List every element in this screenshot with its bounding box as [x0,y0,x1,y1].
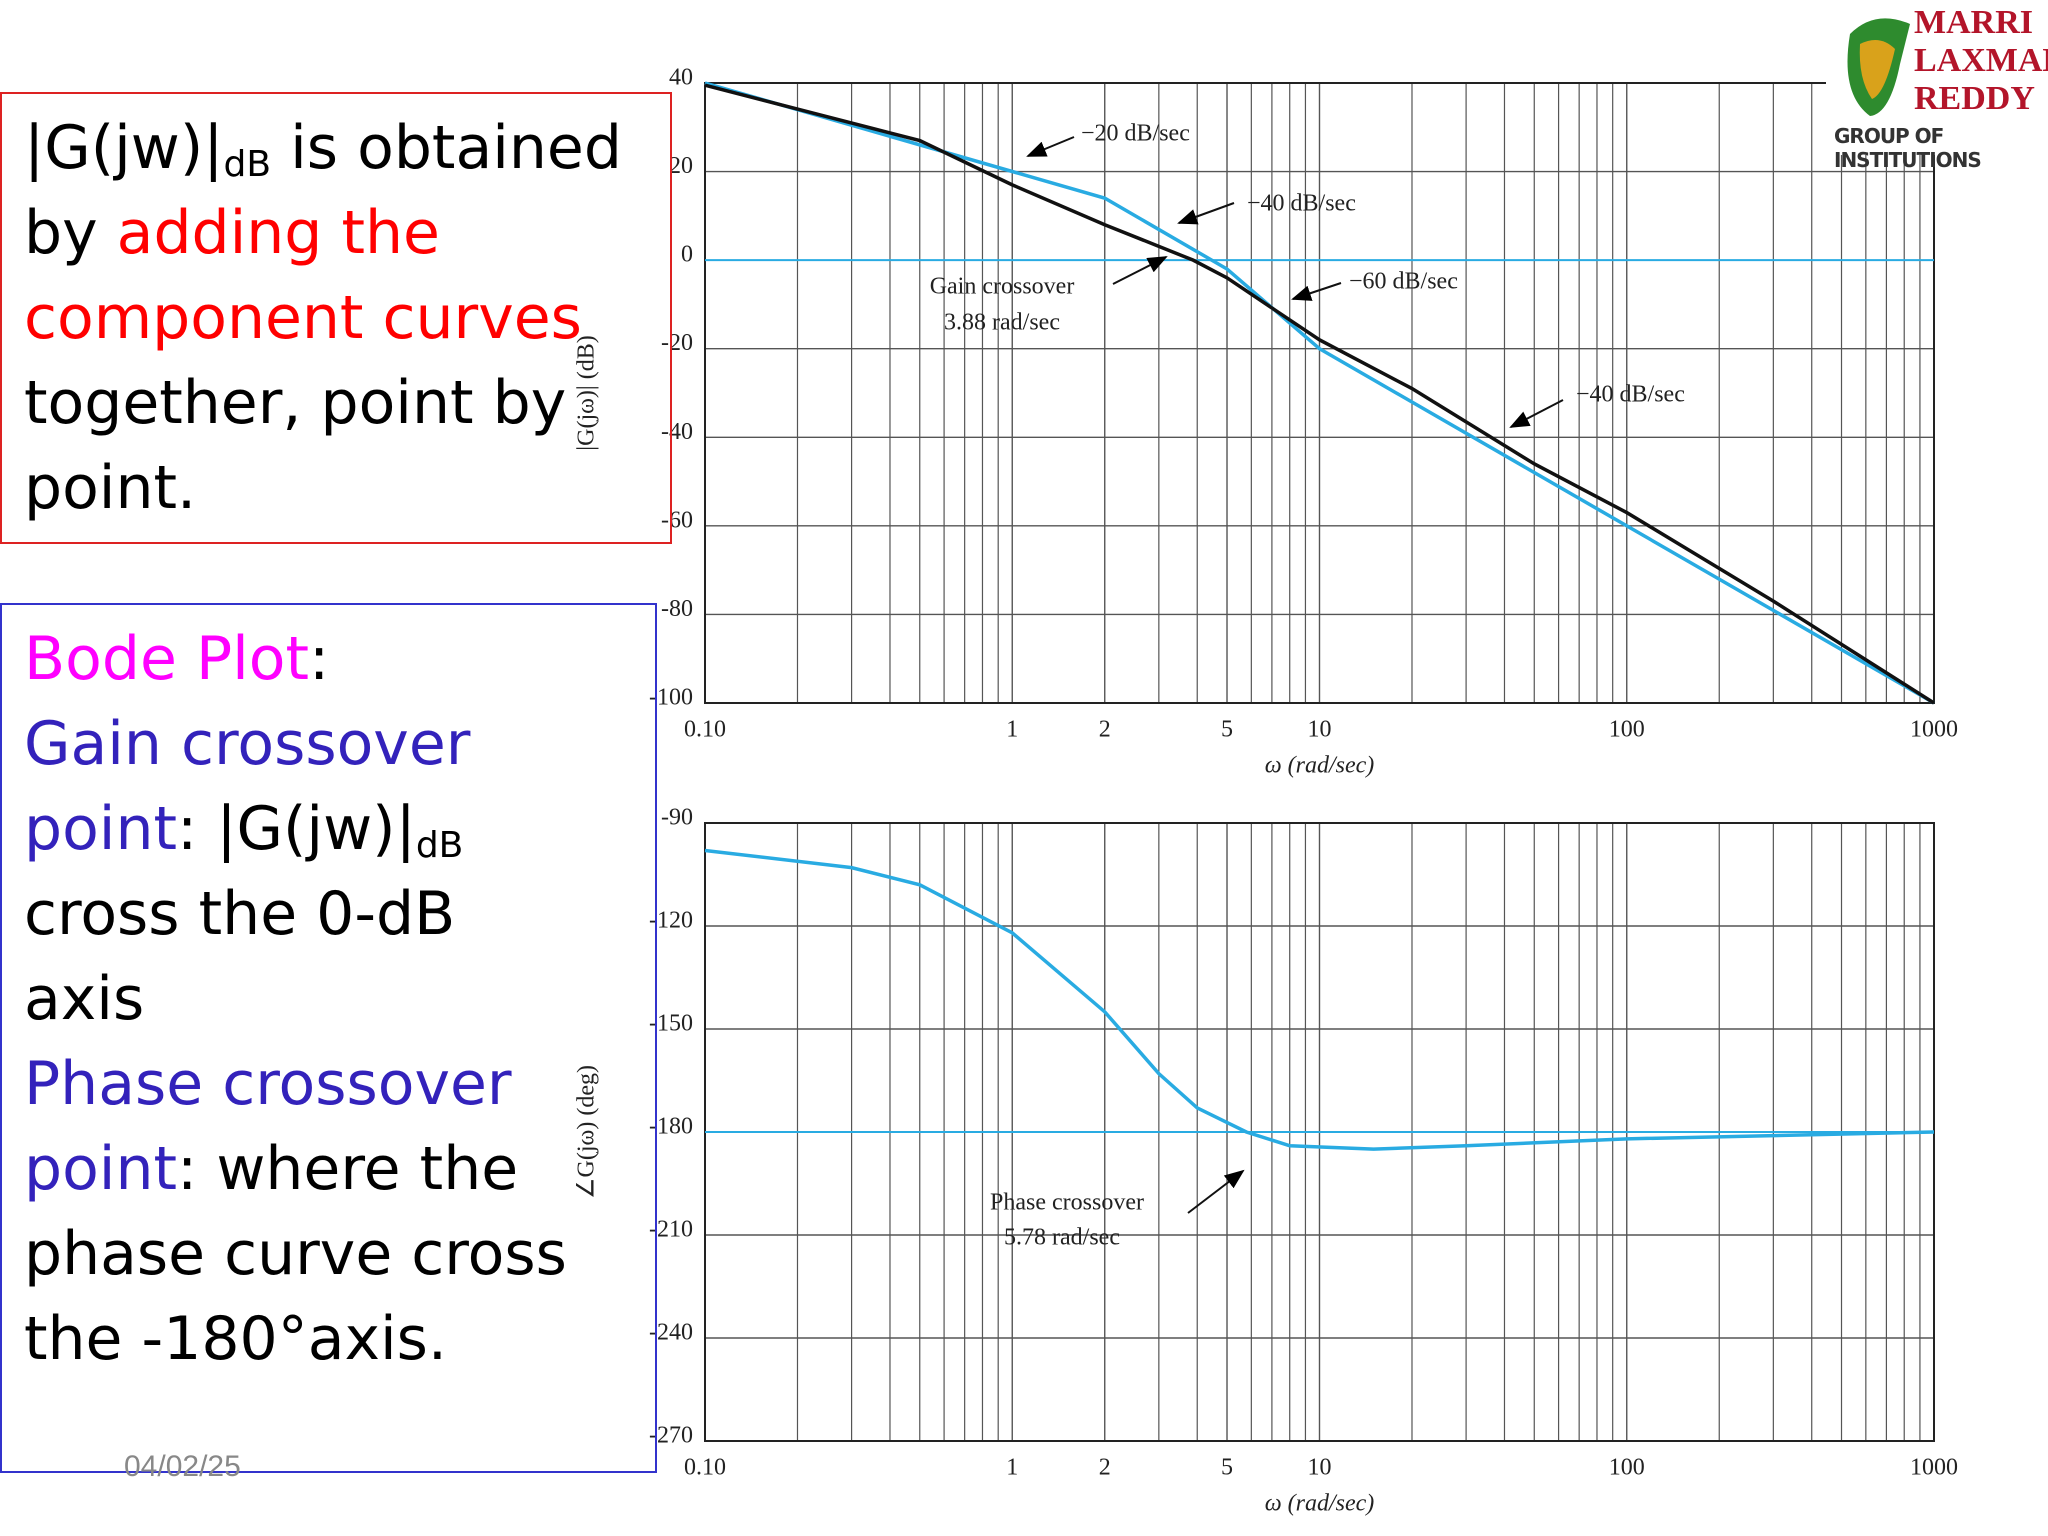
text: together, point by [24,368,567,438]
y-tick-label: -20 [661,330,693,356]
annotation-arrow [1187,1169,1245,1214]
x-tick-label: 100 [1609,717,1645,743]
text: point [24,1134,178,1204]
text: is obtained [271,113,622,183]
annotation: 5.78 rad/sec [1004,1225,1120,1251]
y-axis-label: ∠G(jω) (deg) [574,1065,600,1199]
annotation-arrow [1291,282,1342,301]
subscript: dB [415,825,464,866]
series-line [704,848,1935,1151]
y-tick-label: -60 [661,507,693,533]
y-tick-label: 0 [681,242,693,268]
plot-frame [704,82,1935,704]
line: axis [24,957,655,1042]
text: : where the [177,1134,519,1204]
text-box: Bode Plot: Gain crossover point: |G(jw)|… [0,603,657,1473]
x-tick-label: 10 [1308,717,1332,743]
logo-text: MARRI [1914,4,2033,41]
logo-emblem [1847,18,1910,116]
y-tick-label: 40 [669,65,693,91]
line: Gain crossover [24,702,655,787]
logo-text: LAXMAN [1914,42,2048,79]
text: the -180°axis. [24,1304,447,1374]
y-tick-label: -90 [661,805,693,831]
text: axis [24,964,145,1034]
x-tick-label: 1000 [1910,1455,1958,1481]
text: point. [24,453,197,523]
series-line [704,83,1935,705]
annotation: −60 dB/sec [1349,269,1458,295]
text: Phase crossover [24,1049,512,1119]
line: cross the 0-dB [24,872,655,957]
text: Bode Plot [24,624,310,694]
text-box: |G(jw)|dB is obtained by adding the comp… [0,92,672,544]
text: point [24,794,178,864]
annotation: −20 dB/sec [1081,121,1190,147]
text: cross the 0-dB [24,879,456,949]
x-tick-label: 10 [1308,1455,1332,1481]
line: Phase crossover [24,1042,655,1127]
annotation-arrow [1177,202,1235,225]
line: by adding the [24,191,670,276]
text: phase curve cross [24,1219,567,1289]
x-tick-label: 5 [1221,717,1233,743]
line: the -180°axis. [24,1297,655,1382]
x-tick-label: 2 [1099,1455,1111,1481]
line: point: |G(jw)|dB [24,787,655,872]
annotation: Gain crossover [930,274,1075,300]
x-tick-label: 0.10 [684,717,726,743]
logo: MARRI LAXMAN REDDY GROUP OF INSTITUTIONS [1826,0,2048,172]
x-tick-label: 5 [1221,1455,1233,1481]
line: component curves [24,276,670,361]
annotation: −40 dB/sec [1576,382,1685,408]
x-axis-label: ω (rad/sec) [1265,753,1375,779]
x-tick-label: 100 [1609,1455,1645,1481]
x-axis-label: ω (rad/sec) [1265,1491,1375,1517]
x-tick-label: 1000 [1910,717,1958,743]
x-tick-label: 2 [1099,717,1111,743]
annotation-arrow [1026,136,1075,157]
x-tick-label: 1 [1006,1455,1018,1481]
text: by [24,198,117,268]
y-axis-label: |G(jω)| (dB) [574,335,600,450]
annotation-arrow [1112,256,1168,285]
logo-text: GROUP OF INSTITUTIONS [1834,124,1982,172]
x-tick-label: 1 [1006,717,1018,743]
line: |G(jw)|dB is obtained [24,106,670,191]
text: component curves [24,283,582,353]
annotation: −40 dB/sec [1247,191,1356,217]
date: 04/02/25 [124,1450,241,1483]
line: Bode Plot: [24,617,655,702]
y-tick-label: -40 [661,419,693,445]
subscript: dB [223,144,272,185]
x-tick-label: 0.10 [684,1455,726,1481]
y-tick-label: 20 [669,153,693,179]
annotation-arrow [1509,399,1564,428]
line: point. [24,446,670,531]
annotation: Phase crossover [990,1190,1144,1216]
line: phase curve cross [24,1212,655,1297]
annotation: 3.88 rad/sec [944,310,1060,336]
series-line [704,81,1935,705]
text: : [309,624,330,694]
text: |G(jw)| [24,113,224,183]
logo-text: REDDY [1914,80,2035,117]
text: Gain crossover [24,709,471,779]
line: together, point by [24,361,670,446]
line: point: where the [24,1127,655,1212]
y-tick-label: -80 [661,596,693,622]
text: adding the [116,198,440,268]
text: : |G(jw)| [177,794,416,864]
